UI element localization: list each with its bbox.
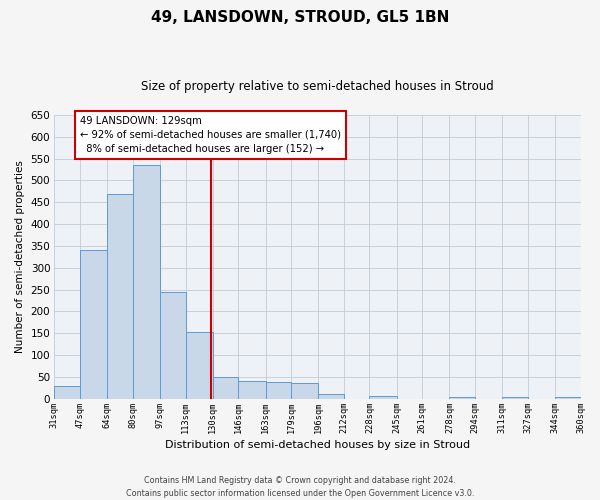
Bar [555, 396, 581, 399]
Bar [133, 165, 160, 399]
Bar [185, 332, 213, 399]
Bar [238, 382, 266, 399]
Text: Contains HM Land Registry data © Crown copyright and database right 2024.
Contai: Contains HM Land Registry data © Crown c… [126, 476, 474, 498]
Bar [370, 396, 397, 399]
Title: Size of property relative to semi-detached houses in Stroud: Size of property relative to semi-detach… [141, 80, 494, 93]
Bar [266, 382, 291, 399]
Y-axis label: Number of semi-detached properties: Number of semi-detached properties [15, 160, 25, 354]
Bar [449, 396, 475, 399]
Text: 49 LANSDOWN: 129sqm
← 92% of semi-detached houses are smaller (1,740)
  8% of se: 49 LANSDOWN: 129sqm ← 92% of semi-detach… [80, 116, 341, 154]
Bar [213, 377, 238, 399]
Bar [160, 292, 185, 399]
Bar [80, 250, 107, 399]
Bar [318, 394, 344, 399]
Bar [291, 384, 318, 399]
Text: 49, LANSDOWN, STROUD, GL5 1BN: 49, LANSDOWN, STROUD, GL5 1BN [151, 10, 449, 25]
Bar [502, 396, 528, 399]
X-axis label: Distribution of semi-detached houses by size in Stroud: Distribution of semi-detached houses by … [165, 440, 470, 450]
Bar [55, 386, 80, 399]
Bar [107, 194, 133, 399]
